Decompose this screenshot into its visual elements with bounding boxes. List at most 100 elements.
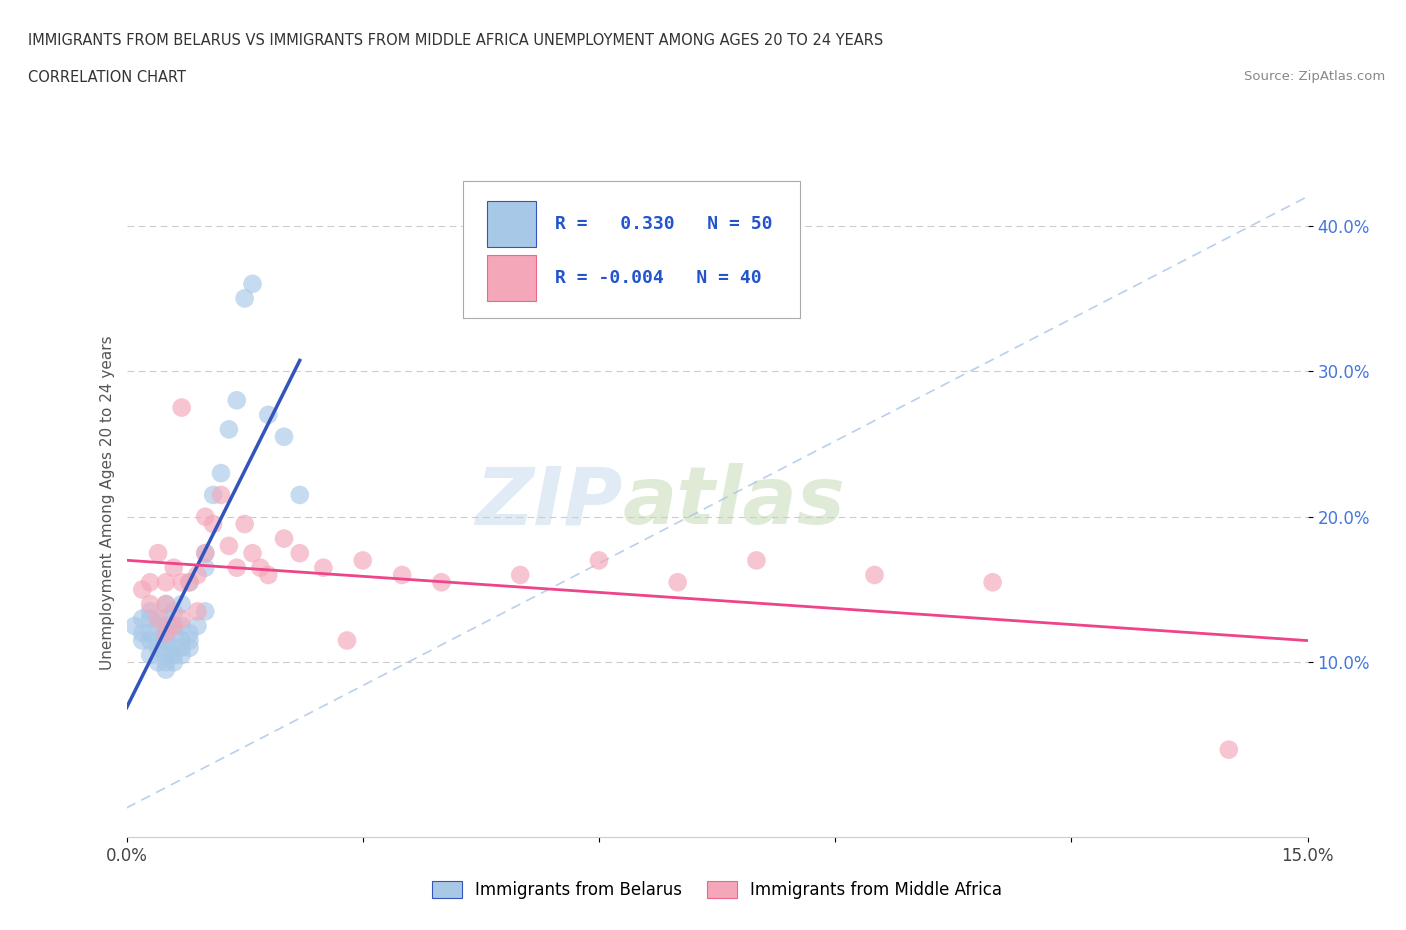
Point [233,291,256,306]
Point [863,567,886,582]
Point [249,560,271,575]
Point [186,604,208,618]
Point [139,647,162,662]
Text: CORRELATION CHART: CORRELATION CHART [28,70,186,85]
Point [981,575,1004,590]
Point [155,597,177,612]
Point [666,575,689,590]
Point [170,647,193,662]
Point [257,407,280,422]
Text: Source: ZipAtlas.com: Source: ZipAtlas.com [1244,70,1385,83]
Point [146,546,169,561]
Point [131,633,153,648]
FancyBboxPatch shape [463,180,800,318]
Point [225,560,247,575]
Point [155,626,177,641]
Point [336,633,359,648]
Point [194,560,217,575]
Y-axis label: Unemployment Among Ages 20 to 24 years: Unemployment Among Ages 20 to 24 years [100,335,115,670]
Point [170,618,193,633]
Point [179,575,201,590]
Point [163,647,186,662]
Point [186,618,208,633]
Point [588,553,610,568]
Point [179,575,201,590]
Point [242,276,264,291]
Point [155,647,177,662]
Point [163,641,186,656]
Point [179,633,201,648]
Point [194,510,217,525]
Point [124,618,146,633]
Point [139,611,162,626]
Point [139,633,162,648]
Text: IMMIGRANTS FROM BELARUS VS IMMIGRANTS FROM MIDDLE AFRICA UNEMPLOYMENT AMONG AGES: IMMIGRANTS FROM BELARUS VS IMMIGRANTS FR… [28,33,883,47]
Point [179,626,201,641]
Point [170,633,193,648]
Point [155,626,177,641]
Point [209,466,232,481]
FancyBboxPatch shape [486,201,536,247]
Point [163,560,186,575]
Point [146,633,169,648]
Legend: Immigrants from Belarus, Immigrants from Middle Africa: Immigrants from Belarus, Immigrants from… [425,874,1010,906]
Point [163,618,186,633]
Text: R = -0.004   N = 40: R = -0.004 N = 40 [555,269,762,286]
Point [509,567,531,582]
Point [218,538,240,553]
Point [352,553,374,568]
Point [202,516,225,531]
Point [155,575,177,590]
Point [170,597,193,612]
Point [146,618,169,633]
Point [163,618,186,633]
Point [131,582,153,597]
Point [218,422,240,437]
Point [155,641,177,656]
Point [155,597,177,612]
Point [139,575,162,590]
Point [745,553,768,568]
FancyBboxPatch shape [486,255,536,301]
Point [273,430,295,445]
Point [139,626,162,641]
Point [194,546,217,561]
Point [170,641,193,656]
Point [155,655,177,670]
Text: atlas: atlas [623,463,845,541]
Point [186,567,208,582]
Point [257,567,280,582]
Point [1218,742,1240,757]
Point [170,575,193,590]
Point [163,655,186,670]
Point [194,546,217,561]
Point [163,626,186,641]
Point [312,560,335,575]
Point [155,618,177,633]
Point [131,611,153,626]
Point [163,604,186,618]
Point [155,633,177,648]
Point [155,662,177,677]
Point [288,487,311,502]
Text: ZIP: ZIP [475,463,623,541]
Point [430,575,453,590]
Point [170,611,193,626]
Point [146,611,169,626]
Point [288,546,311,561]
Point [233,516,256,531]
Point [155,611,177,626]
Text: R =   0.330   N = 50: R = 0.330 N = 50 [555,216,773,233]
Point [242,546,264,561]
Point [170,400,193,415]
Point [179,641,201,656]
Point [209,487,232,502]
Point [131,626,153,641]
Point [202,487,225,502]
Point [391,567,413,582]
Point [139,597,162,612]
Point [146,641,169,656]
Point [146,655,169,670]
Point [194,604,217,618]
Point [273,531,295,546]
